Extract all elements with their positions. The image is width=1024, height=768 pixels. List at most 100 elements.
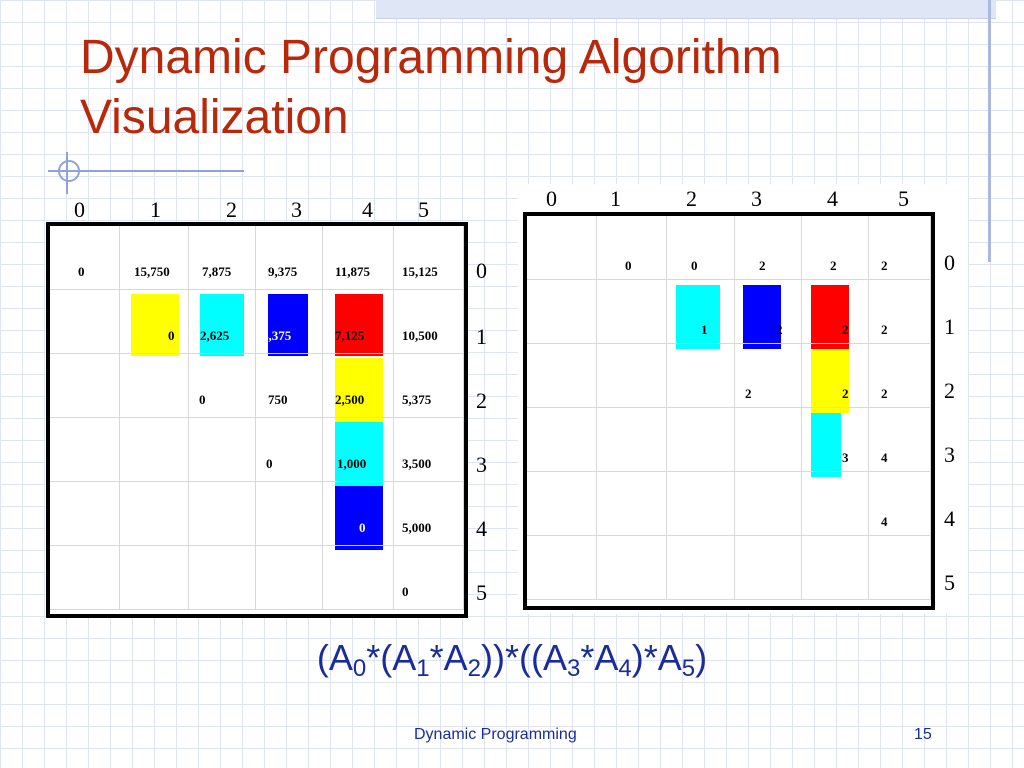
table-cell: 2,625 [189,290,256,354]
cell-value: 0 [359,520,366,535]
cell-value: 2,500 [335,392,365,407]
column-header: 5 [898,186,909,211]
row-header: 3 [476,452,487,477]
table-cell: 2 [802,216,869,280]
column-header: 5 [418,197,429,222]
table-cell [323,546,394,610]
table-cell: 2,500 [323,354,394,418]
table-cell [50,482,120,546]
footer-text: Dynamic Programming [414,726,577,743]
table-cell: 4 [869,472,931,536]
formula-text: *A [580,637,619,678]
table-cell: 0 [667,216,735,280]
table-cell [735,472,802,536]
highlight-block [676,285,720,349]
cell-value: 3,500 [402,456,432,471]
table-cell: 2 [869,216,931,280]
cell-value: 7,125 [335,328,365,343]
column-header: 3 [291,197,302,222]
table-cell [527,216,597,280]
table-cell [597,280,667,344]
table-cell [120,546,189,610]
table-cell [50,354,120,418]
table-cell: 7,875 [189,226,256,290]
table-cell: 0 [120,290,189,354]
cell-value: 0 [78,264,85,279]
table-cell: 15,125 [394,226,464,290]
table-cell [667,344,735,408]
table-cell [527,536,597,600]
table-cell: 4 [869,408,931,472]
table-cell [50,418,120,482]
cell-value: 3 [842,450,849,465]
table-cell [735,536,802,600]
formula-subscript: 5 [681,655,696,682]
table-cell [802,472,869,536]
table-cell [597,536,667,600]
table-cell [527,408,597,472]
table-cell [667,536,735,600]
table-cell [256,546,323,610]
column-header: 4 [827,186,838,211]
table-cell: 2 [869,344,931,408]
cell-value: 2,625 [200,328,230,343]
cell-value: 2 [842,322,849,337]
table-cell: 5,000 [394,482,464,546]
table-cell: 0 [50,226,120,290]
table-cell [597,344,667,408]
highlight-block [335,358,383,422]
column-header: 3 [751,186,762,211]
cell-value: 4 [881,514,888,529]
cell-value: 0 [402,584,409,599]
cell-value: 9,375 [268,264,298,279]
table-cell [189,418,256,482]
table-cell: 9,375 [256,226,323,290]
highlight-block [811,413,841,477]
table-cell [527,472,597,536]
column-header: 0 [74,197,85,222]
table-cell [597,472,667,536]
table-cell: 0 [256,418,323,482]
row-header: 4 [476,516,487,541]
table-cell [527,344,597,408]
table-cell: 750 [256,354,323,418]
formula-text: ) [695,637,708,678]
highlight-block [131,294,179,356]
formula-text: ))*((A [481,637,567,678]
formula-text: )*A [631,637,682,678]
table-cell [256,482,323,546]
table-cell [189,482,256,546]
highlight-block [743,285,781,349]
table-cell: 0 [597,216,667,280]
cell-value: 2 [745,386,752,401]
table-cell: 11,875 [323,226,394,290]
highlight-block [268,294,308,356]
cell-value: 0 [625,258,632,273]
highlight-block [200,294,244,356]
column-header: 1 [150,197,161,222]
column-header: 2 [226,197,237,222]
highlight-block [335,486,383,550]
cell-value: 0 [168,328,175,343]
highlight-block [811,285,849,349]
formula-text: *(A [366,637,417,678]
cell-value: 1 [701,322,708,337]
row-header: 2 [476,388,487,413]
formula-subscript: 3 [566,655,581,682]
slide-title: Dynamic Programming Algorithm Visualizat… [80,28,782,148]
table-cell [527,280,597,344]
cell-value: 7,875 [202,264,232,279]
cell-value: 2 [830,258,837,273]
formula-subscript: 0 [352,655,367,682]
cell-value: 2 [881,386,888,401]
table-cell: 7,125 [323,290,394,354]
formula-subscript: 2 [467,655,481,682]
table-cell: 4,375 [256,290,323,354]
row-header: 0 [944,250,955,275]
split-table: 0 0 2 2 2 1 2 2 2 2 2 2 3 4 4 [523,212,935,610]
cell-value: 10,500 [402,328,438,343]
table-cell: 3 [802,408,869,472]
column-header: 1 [610,186,621,211]
row-header: 3 [944,442,955,467]
cell-value: 0 [266,456,273,471]
